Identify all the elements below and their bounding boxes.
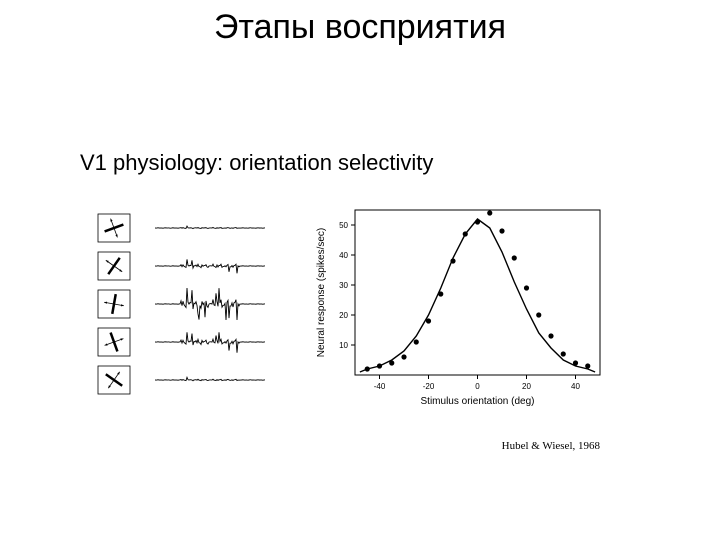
- citation: Hubel & Wiesel, 1968: [502, 440, 600, 452]
- svg-text:20: 20: [339, 311, 348, 320]
- svg-text:20: 20: [522, 382, 531, 391]
- svg-text:-40: -40: [374, 382, 386, 391]
- tuning-curve-chart: -40 -20 0 20 40 10 20 30 40 50 Stimulus orientatio…: [310, 200, 610, 410]
- slide: Этапы восприятия V1 physiology: orientat…: [0, 0, 720, 540]
- orientation-icons: [90, 210, 150, 400]
- svg-text:40: 40: [571, 382, 580, 391]
- figure-area: -40 -20 0 20 40 10 20 30 40 50 Stimulus orientatio…: [80, 200, 640, 420]
- orientation-icon: [90, 362, 138, 398]
- orientation-icon: [90, 210, 138, 246]
- svg-text:40: 40: [339, 251, 348, 260]
- svg-text:50: 50: [339, 221, 348, 230]
- slide-subtitle: V1 physiology: orientation selectivity: [80, 150, 433, 176]
- orientation-icon: [90, 324, 138, 360]
- svg-text:Stimulus orientation (deg): Stimulus orientation (deg): [421, 396, 535, 407]
- svg-text:-20: -20: [423, 382, 435, 391]
- svg-text:10: 10: [339, 341, 348, 350]
- spike-trace: [155, 248, 265, 284]
- spike-trace: [155, 324, 265, 360]
- orientation-icon: [90, 248, 138, 284]
- svg-text:Neural response (spikes/sec): Neural response (spikes/sec): [316, 228, 327, 358]
- svg-text:30: 30: [339, 281, 348, 290]
- orientation-icon: [90, 286, 138, 322]
- slide-title: Этапы восприятия: [0, 8, 720, 47]
- spike-trace: [155, 286, 265, 322]
- svg-text:0: 0: [475, 382, 480, 391]
- spike-trace: [155, 210, 265, 246]
- spike-trace: [155, 362, 265, 398]
- spike-traces: [155, 210, 265, 400]
